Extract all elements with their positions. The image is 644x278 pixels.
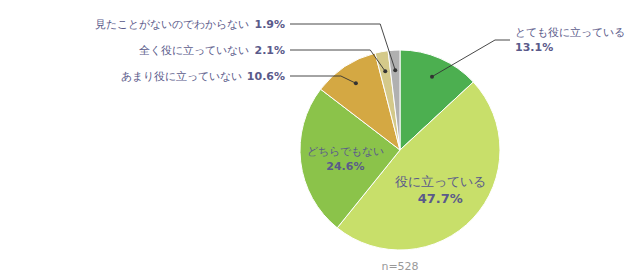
leader-line bbox=[432, 40, 510, 77]
pie bbox=[300, 50, 500, 250]
leader-line bbox=[290, 76, 356, 83]
slice-value: 2.1% bbox=[254, 44, 285, 57]
slice-label-name: 見たことがないのでわからない bbox=[95, 18, 249, 31]
slice-value: 1.9% bbox=[254, 18, 285, 31]
slice bbox=[375, 51, 400, 150]
chart: 役に立っている 47.7% どちらでもない 24.6% 見たことがないのでわからない 1.… bbox=[0, 0, 644, 278]
annotation: n=528 bbox=[381, 260, 418, 273]
leader-dot bbox=[354, 81, 358, 85]
slice-label: あまり役に立っていない 10.6% bbox=[121, 70, 285, 83]
leader-dot bbox=[383, 69, 387, 73]
labels: 役に立っている 47.7% どちらでもない 24.6% 見たことがないのでわからない 1.… bbox=[95, 18, 625, 206]
leader-dot bbox=[430, 75, 434, 79]
slice-label-name: 全く役に立っていない bbox=[139, 44, 249, 57]
slice-label: とても役に立っている bbox=[515, 26, 625, 39]
leader-line bbox=[290, 50, 385, 71]
leader-dot bbox=[393, 68, 397, 72]
slice-label: 見たことがないのでわからない 1.9% bbox=[95, 18, 285, 31]
slice-label: どちらでもない bbox=[307, 145, 384, 158]
slice-value: 47.7% bbox=[418, 191, 463, 206]
slice-label-name: あまり役に立っていない bbox=[121, 70, 242, 83]
slice-value: 24.6% bbox=[326, 160, 364, 173]
chart-container: 役に立っている 47.7% どちらでもない 24.6% 見たことがないのでわからない 1.… bbox=[0, 0, 644, 278]
slice-value: 13.1% bbox=[515, 41, 553, 54]
slice bbox=[388, 50, 400, 150]
slice-label: 役に立っている bbox=[395, 174, 486, 189]
slice-value: 10.6% bbox=[247, 70, 285, 83]
slice-label: 全く役に立っていない 2.1% bbox=[139, 44, 285, 57]
